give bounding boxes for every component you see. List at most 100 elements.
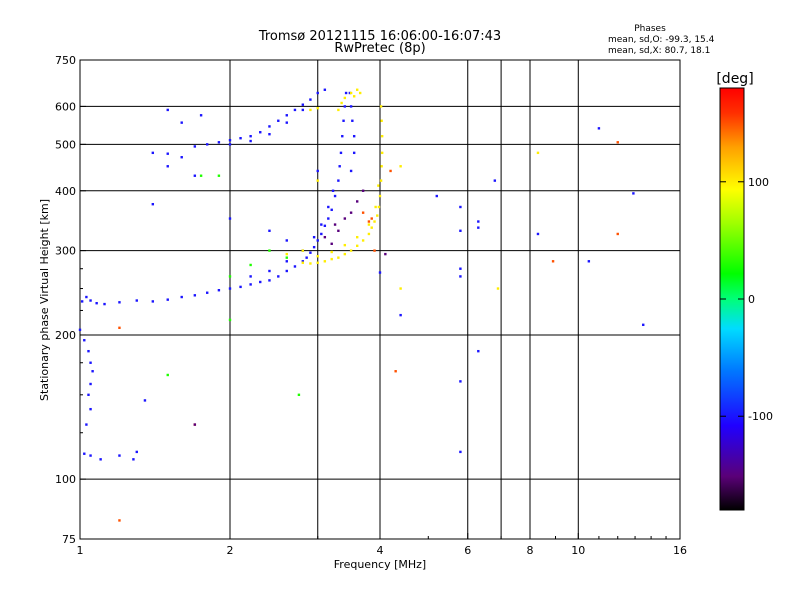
data-point [228,217,232,220]
data-point [99,458,102,461]
data-point [205,291,209,294]
data-point [379,105,383,108]
data-point [80,300,84,303]
data-point [87,393,90,397]
data-point [323,260,327,263]
data-point [293,265,297,268]
data-point [348,91,352,95]
data-point [89,361,92,364]
data-point [378,271,382,274]
data-point [166,108,169,112]
data-point [87,349,90,353]
data-point [312,235,316,239]
data-point [352,95,356,98]
data-point [103,302,106,306]
data-point [337,229,340,232]
data-point [330,250,333,254]
data-point [217,174,221,177]
data-point [301,261,305,264]
data-point [180,121,183,124]
data-point [301,108,305,112]
data-point [199,114,203,117]
data-point [320,223,323,226]
data-point [376,214,379,217]
data-point [367,220,371,223]
data-point [355,235,359,239]
stats-header: Phases [634,24,666,34]
data-point [228,318,232,322]
data-point [83,339,86,342]
data-point [373,249,376,252]
data-point [285,121,288,124]
data-point [477,349,480,353]
data-point [89,382,92,386]
data-point [323,235,327,239]
data-point [118,326,121,330]
data-point [91,370,94,373]
data-point [309,108,312,112]
data-point [180,156,183,159]
data-point [143,399,147,402]
data-point [277,275,280,278]
data-point [259,131,262,134]
chart-subtitle: RwPretec (8p) [334,41,425,56]
data-point [341,134,344,138]
data-point [477,226,480,229]
x-tick-label: 8 [527,544,534,557]
colorbar-tick-label: -100 [748,410,773,423]
data-point [312,245,316,249]
data-point [166,298,169,301]
data-point [343,96,347,100]
data-point [132,458,135,461]
data-point [249,283,252,286]
data-point [118,454,121,457]
data-point [367,232,371,236]
data-point [285,269,288,273]
data-point [632,192,635,195]
data-point [551,260,555,263]
data-point [344,91,348,95]
data-point [277,119,280,122]
data-points [78,88,645,522]
data-point [83,452,86,455]
data-point [85,295,88,299]
data-point [135,299,138,302]
data-point [259,280,262,284]
data-point [309,98,312,101]
data-point [316,179,319,182]
data-point [316,169,319,173]
data-point [228,287,232,290]
data-point [268,269,271,273]
data-point [320,232,323,236]
data-point [380,165,383,168]
data-point [355,88,359,91]
y-tick-label: 500 [55,138,76,151]
data-point [435,194,438,198]
data-point [285,260,288,263]
data-point [459,275,462,278]
data-point [205,143,209,146]
stats-x-mode: mean, sd,X: 80.7, 18.1 [608,46,710,56]
data-point [297,393,301,397]
data-point [380,119,383,122]
data-point [394,370,397,373]
data-point [228,139,232,142]
x-tick-label: 16 [673,544,687,557]
data-point [616,141,619,144]
data-point [217,289,221,292]
x-tick-label: 10 [571,544,585,557]
data-point [331,189,335,192]
data-point [459,229,462,232]
data-point [349,249,353,252]
colorbar-label: [deg] [716,71,753,87]
colorbar-tick-label: 100 [748,176,769,189]
stats-o-mode: mean, sd,O: -99.3, 15.4 [608,35,715,45]
data-point [379,179,383,182]
data-point [118,301,121,304]
data-point [459,450,462,454]
data-point [199,174,203,177]
x-tick-label: 4 [377,544,384,557]
data-point [358,91,362,95]
data-point [228,143,232,146]
